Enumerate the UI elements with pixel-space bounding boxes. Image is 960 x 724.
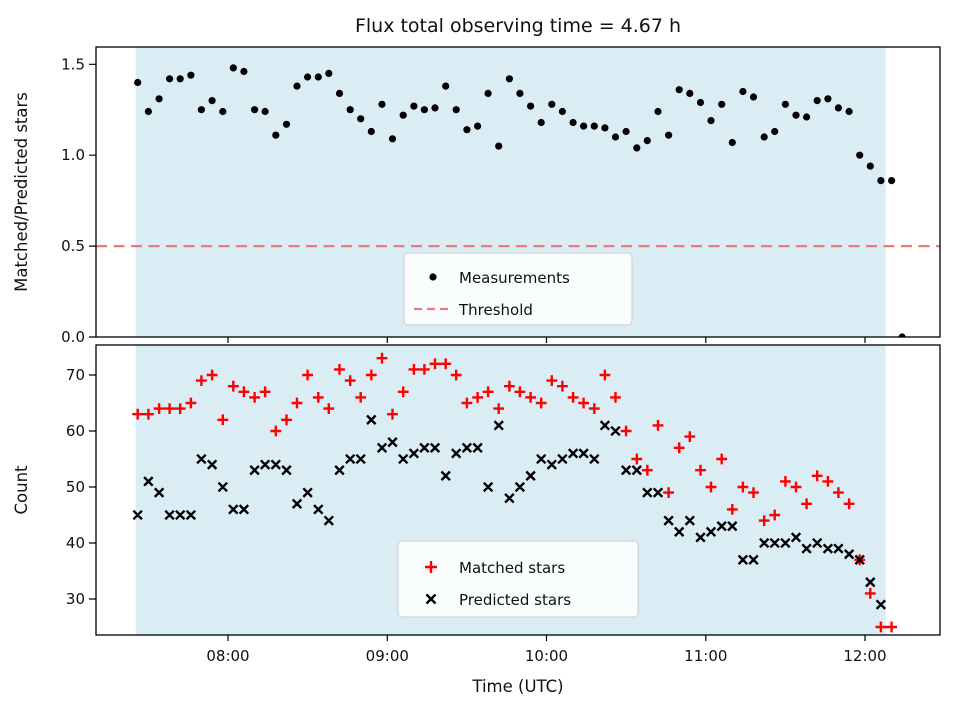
legend-panel2: Matched stars Predicted stars [397,540,639,618]
x-tick-label: 11:00 [684,647,727,665]
x-tick-label: 12:00 [843,647,886,665]
y-tick-label: 1.5 [61,55,85,73]
y-tick-label: 40 [66,534,85,552]
y2-axis-label: Count [12,465,31,515]
y1-axis-label: Matched/Predicted stars [12,92,31,292]
y-tick-label: 60 [66,422,85,440]
figure-title: Flux total observing time = 4.67 h [355,15,681,37]
x-axis-label: Time (UTC) [471,677,563,696]
legend-label-threshold: Threshold [458,301,533,319]
x-tick-label: 10:00 [525,647,568,665]
measurements-legend-marker [429,273,437,281]
legend-panel1: Measurements Threshold [403,252,633,326]
y-tick-label: 70 [66,366,85,384]
y-tick-label: 1.0 [61,146,85,164]
axes-border [95,46,941,338]
tick-marks [89,374,866,641]
axes-border [95,344,941,636]
y-tick-label: 50 [66,478,85,496]
legend-label-matched: Matched stars [459,559,565,577]
predicted-stars-legend-marker [425,593,437,605]
tick-marks [89,63,866,343]
y-tick-label: 30 [66,590,85,608]
y-tick-label: 0.0 [61,328,85,346]
predicted-stars-points [132,414,887,610]
x-tick-label: 09:00 [366,647,409,665]
y-tick-label: 0.5 [61,237,85,255]
legend-box [403,252,633,326]
legend-label-predicted: Predicted stars [459,591,571,609]
matched-stars-points [132,352,897,633]
legend-box [397,540,639,618]
matched-stars-legend-marker [425,561,437,573]
measurements-points [134,64,906,337]
x-tick-label: 08:00 [206,647,249,665]
legend-label-measurements: Measurements [459,269,570,287]
